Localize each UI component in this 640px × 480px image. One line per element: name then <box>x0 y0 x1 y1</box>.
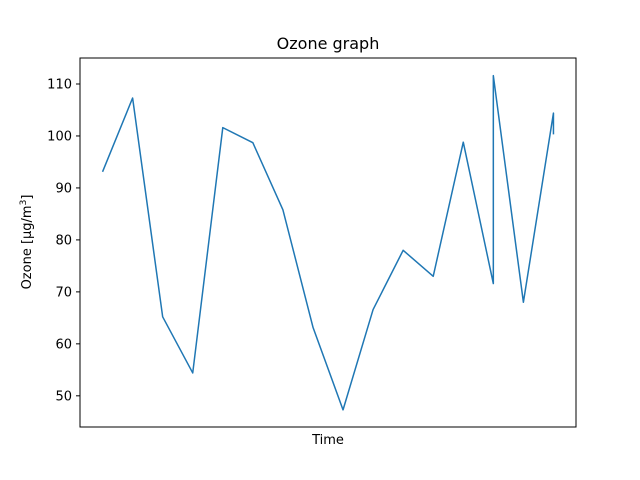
y-tick-label: 60 <box>55 337 72 352</box>
plot-frame <box>79 57 577 428</box>
y-tick-label: 110 <box>47 77 72 92</box>
y-tick-label: 100 <box>47 129 72 144</box>
y-axis-label-superscript: 3 <box>19 200 29 206</box>
chart-title: Ozone graph <box>277 34 380 53</box>
y-axis-ticks: 50 60 70 80 90 100 110 <box>47 77 80 404</box>
y-axis-label: Ozone [µg/m3] <box>19 195 35 290</box>
y-axis-label-suffix: ] <box>20 195 35 200</box>
y-tick-label: 80 <box>55 233 72 248</box>
y-tick-label: 90 <box>55 181 72 196</box>
y-tick-label: 50 <box>55 389 72 404</box>
series-layer <box>101 74 555 411</box>
ozone-series-line <box>101 74 555 411</box>
x-axis-label: Time <box>311 433 344 448</box>
y-axis-label-main: Ozone [µg/m <box>20 205 35 289</box>
y-tick-label: 70 <box>55 285 72 300</box>
